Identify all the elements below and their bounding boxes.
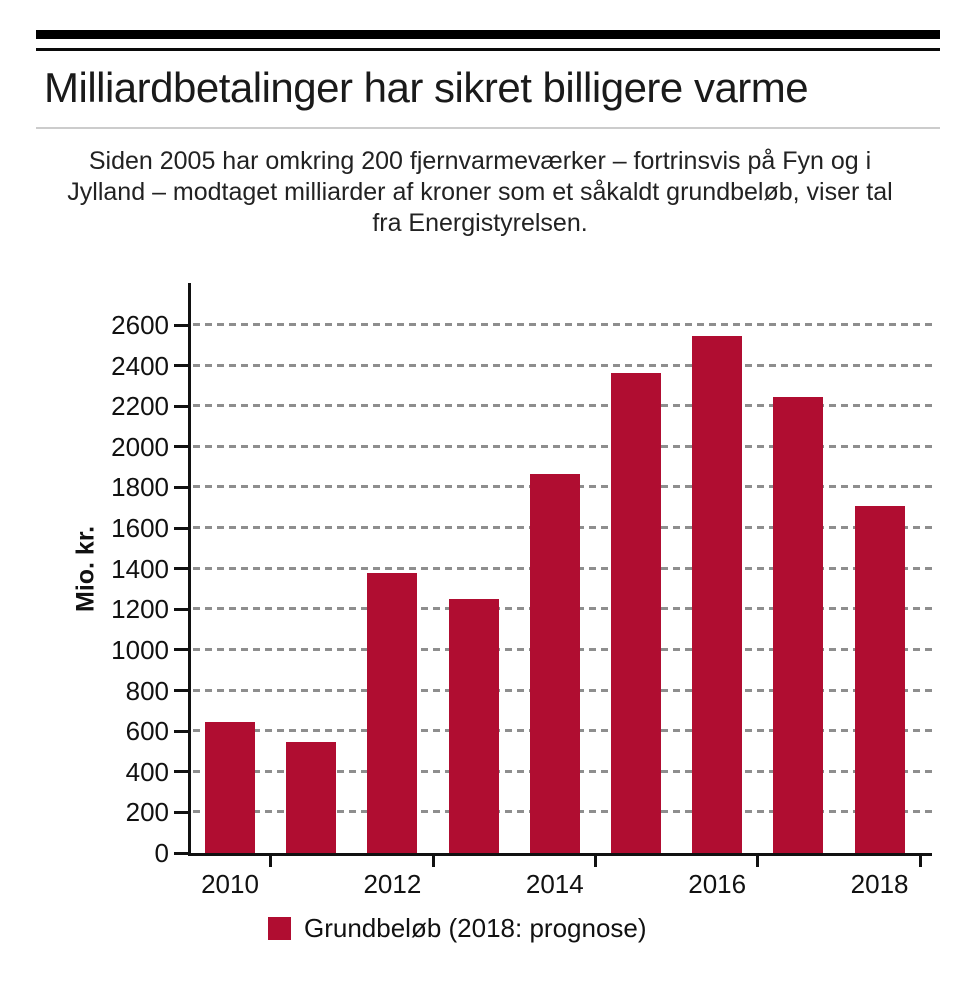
y-tick-200 <box>174 810 188 814</box>
gridline-2200 <box>193 404 932 408</box>
y-tick-label-200: 200 <box>125 797 169 828</box>
headline: Milliardbetalinger har sikret billigere … <box>44 64 809 111</box>
bar-2016 <box>692 336 743 853</box>
x-tick-label-2014: 2014 <box>525 869 584 899</box>
y-tick-400 <box>174 770 188 774</box>
x-axis-line <box>188 853 932 856</box>
y-tick-1200 <box>174 607 188 611</box>
bar-2013 <box>448 599 499 853</box>
legend: Grundbeløb (2018: prognose) <box>268 913 647 944</box>
y-tick-label-2600: 2600 <box>111 310 169 340</box>
y-tick-label-1400: 1400 <box>111 553 169 584</box>
x-tick-label-2018: 2018 <box>850 869 909 899</box>
gridline-2000 <box>193 444 932 448</box>
y-tick-600 <box>174 729 188 733</box>
y-tick-label-400: 400 <box>125 756 169 787</box>
bar-2010 <box>205 722 255 853</box>
x-tick-label-2010: 2010 <box>201 869 259 899</box>
y-tick-label-1800: 1800 <box>111 472 169 503</box>
y-tick-label-600: 600 <box>125 716 169 747</box>
x-tick-3 <box>756 853 760 867</box>
y-tick-1000 <box>174 648 188 652</box>
y-axis-line <box>188 283 191 856</box>
subheadline: Siden 2005 har omkring 200 fjernvarmevær… <box>40 146 920 239</box>
y-tick-800 <box>174 689 188 693</box>
bar-2017 <box>773 397 824 853</box>
bar-2018 <box>854 505 905 853</box>
y-tick-label-2200: 2200 <box>111 391 169 422</box>
top-rule-thick <box>36 30 940 39</box>
legend-label: Grundbeløb (2018: prognose) <box>304 913 647 943</box>
y-tick-1400 <box>174 567 188 571</box>
y-tick-label-1200: 1200 <box>111 594 169 625</box>
y-tick-0 <box>174 851 188 855</box>
bar-2011 <box>286 742 337 853</box>
y-tick-label-2000: 2000 <box>111 431 169 462</box>
y-tick-2200 <box>174 404 188 408</box>
x-tick-2 <box>593 853 597 867</box>
subheadline-line-3: fra Energistyrelsen. <box>372 209 588 237</box>
bar-2012 <box>367 572 418 853</box>
y-tick-label-1000: 1000 <box>111 634 169 665</box>
plot-area: 0 200 400 600 800 1000 1200 1400 1600 1800 2000 220… <box>111 285 932 899</box>
x-tick-label-2012: 2012 <box>363 869 422 899</box>
subheadline-line-1: Siden 2005 har omkring 200 fjernvarmevær… <box>88 147 872 175</box>
y-axis-title: Mio. kr. <box>71 525 100 613</box>
x-tick-1 <box>431 853 435 867</box>
x-tick-4 <box>918 853 922 867</box>
x-tick-0 <box>269 853 273 867</box>
bar-2015 <box>611 372 661 853</box>
y-tick-2600 <box>174 323 188 327</box>
y-tick-label-800: 800 <box>125 675 169 706</box>
y-tick-label-0: 0 <box>154 838 169 868</box>
x-tick-label-2016: 2016 <box>688 869 747 899</box>
subheadline-line-2: Jylland – modtaget milliarder af kroner … <box>67 178 893 206</box>
y-tick-label-1600: 1600 <box>111 513 169 544</box>
bar-2014 <box>529 474 580 853</box>
legend-swatch <box>268 917 291 940</box>
header-divider <box>36 127 940 129</box>
gridline-2600 <box>193 323 932 326</box>
y-tick-2000 <box>174 445 188 449</box>
y-tick-label-2400: 2400 <box>111 350 169 381</box>
y-tick-1600 <box>174 526 188 530</box>
gridline-2400 <box>193 363 932 367</box>
y-tick-2400 <box>174 364 188 368</box>
y-tick-1800 <box>174 485 188 489</box>
top-rule-thin <box>36 48 940 51</box>
